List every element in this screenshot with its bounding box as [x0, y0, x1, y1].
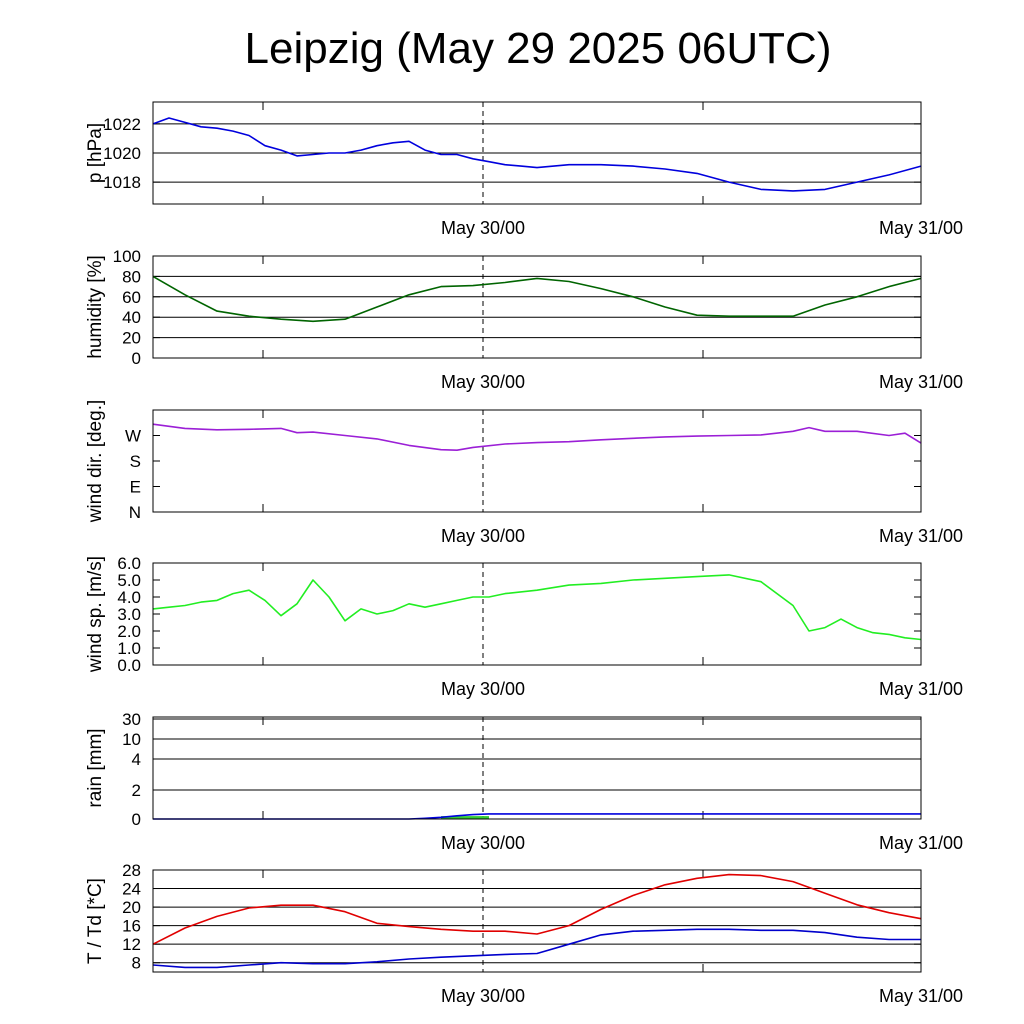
y-tick-label: 60: [122, 288, 141, 307]
x-tick-label: May 31/00: [879, 526, 963, 546]
y-tick-label: 20: [122, 329, 141, 348]
y-tick-label: 28: [122, 861, 141, 880]
y-tick-label: 24: [122, 880, 141, 899]
panel-wind-speed: 0.01.02.03.04.05.06.0 wind sp. [m/s] May 3…: [85, 554, 963, 699]
x-tick-label: May 31/00: [879, 833, 963, 853]
y-tick-label: 2.0: [117, 622, 141, 641]
x-tick-label: May 31/00: [879, 218, 963, 238]
y-tick-label: 10: [122, 730, 141, 749]
series-line-humidity: [152, 275, 922, 323]
y-axis-label: humidity [%]: [85, 255, 106, 358]
y-tick-label: 4: [132, 750, 141, 769]
series-line-wind_dir: [152, 423, 922, 452]
y-tick-label: W: [125, 427, 141, 446]
y-tick-label: 40: [122, 308, 141, 327]
x-tick-label: May 30/00: [441, 372, 525, 392]
y-tick-label: 6.0: [117, 554, 141, 573]
plot-frame: [152, 255, 922, 359]
x-tick-label: May 31/00: [879, 986, 963, 1006]
x-tick-label: May 31/00: [879, 679, 963, 699]
y-tick-label: 12: [122, 935, 141, 954]
y-tick-label: S: [130, 452, 141, 471]
plot-frame: [152, 101, 922, 205]
y-axis-label: wind dir. [deg.]: [85, 400, 106, 524]
y-tick-label: 1020: [103, 144, 141, 163]
x-tick-label: May 30/00: [441, 833, 525, 853]
y-tick-label: 0: [132, 810, 141, 829]
plot-frame: [152, 716, 922, 820]
y-tick-label: 2: [132, 781, 141, 800]
x-tick-label: May 30/00: [441, 526, 525, 546]
series-line-dewpoint: [152, 928, 921, 969]
y-tick-label: N: [129, 503, 141, 522]
series-line-wind_speed: [152, 574, 922, 641]
page-title: Leipzig (May 29 2025 06UTC): [244, 24, 832, 73]
series-line-pressure: [152, 117, 922, 192]
y-axis-label: p [hPa]: [85, 123, 106, 183]
plot-frame: [152, 562, 922, 666]
y-tick-label: 8: [132, 954, 141, 973]
y-tick-label: E: [130, 478, 141, 497]
y-tick-label: 0: [132, 349, 141, 368]
y-axis-label: wind sp. [m/s]: [85, 556, 106, 673]
plot-frame: [152, 409, 922, 513]
x-tick-label: May 30/00: [441, 679, 525, 699]
y-tick-label: 0.0: [117, 656, 141, 675]
series-line-temperature: [152, 873, 922, 945]
y-tick-label: 1022: [103, 115, 141, 134]
y-tick-label: 3.0: [117, 605, 141, 624]
plot-frame: [152, 869, 922, 973]
y-tick-label: 80: [122, 267, 141, 286]
rain-bar: [441, 816, 489, 819]
x-tick-label: May 30/00: [441, 218, 525, 238]
y-axis-label: T / Td [*C]: [85, 878, 106, 964]
y-tick-label: 16: [122, 917, 141, 936]
y-tick-label: 30: [122, 710, 141, 729]
x-tick-label: May 30/00: [441, 986, 525, 1006]
y-tick-label: 4.0: [117, 588, 141, 607]
y-tick-label: 1018: [103, 173, 141, 192]
y-tick-label: 1.0: [117, 639, 141, 658]
y-tick-label: 100: [113, 247, 141, 266]
y-tick-label: 5.0: [117, 571, 141, 590]
x-tick-label: May 31/00: [879, 372, 963, 392]
y-tick-label: 20: [122, 898, 141, 917]
series-line-rain: [153, 813, 921, 820]
y-axis-label: rain [mm]: [85, 728, 106, 807]
